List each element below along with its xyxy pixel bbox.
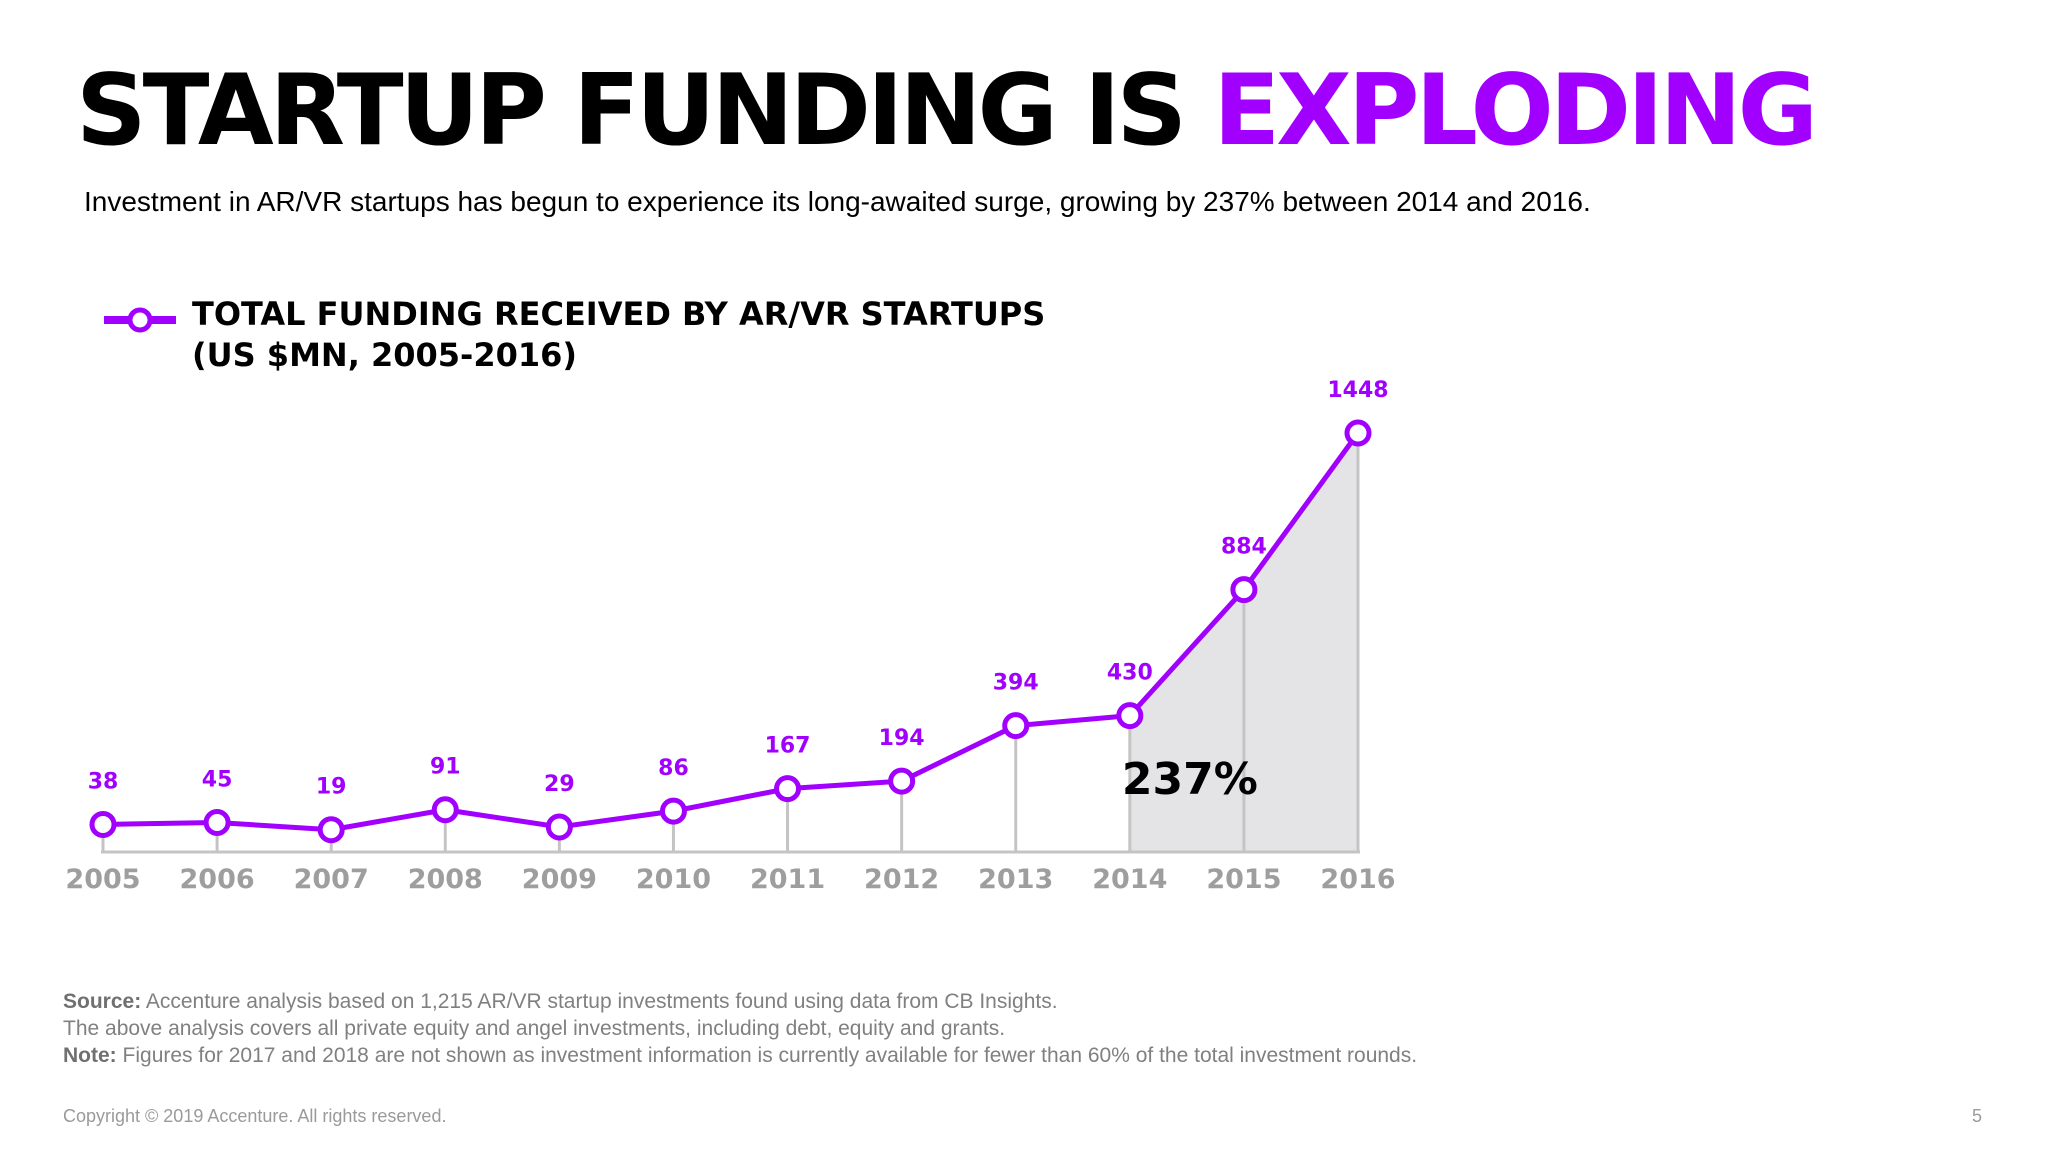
data-label-2015: 884 <box>1221 535 1267 560</box>
data-point-2014 <box>1116 702 1144 730</box>
x-tick-label-2013: 2013 <box>978 864 1053 895</box>
data-point-2012 <box>888 767 916 795</box>
data-point-2015 <box>1230 576 1258 604</box>
analysis-line: The above analysis covers all private eq… <box>63 1017 1006 1040</box>
data-label-2007: 19 <box>316 775 347 800</box>
x-tick-label-2008: 2008 <box>408 864 483 895</box>
data-label-2016: 1448 <box>1327 378 1388 403</box>
x-tick-label-2014: 2014 <box>1092 864 1167 895</box>
title-main: STARTUP FUNDING IS <box>76 54 1187 168</box>
page-number: 5 <box>1971 1106 1982 1126</box>
x-tick-label-2006: 2006 <box>180 864 255 895</box>
slide-title: STARTUP FUNDING IS EXPLODING <box>76 62 1818 160</box>
title-accent: EXPLODING <box>1213 54 1818 168</box>
data-point-2007 <box>317 816 345 844</box>
data-label-2013: 394 <box>993 671 1039 696</box>
data-label-2005: 38 <box>88 769 119 794</box>
data-point-2010 <box>659 797 687 825</box>
x-tick-label-2005: 2005 <box>65 864 140 895</box>
data-label-2014: 430 <box>1107 661 1153 686</box>
legend-title-line1: TOTAL FUNDING RECEIVED BY AR/VR STARTUPS <box>192 295 1046 333</box>
data-point-2011 <box>774 775 802 803</box>
x-tick-label-2012: 2012 <box>864 864 939 895</box>
x-tick-label-2015: 2015 <box>1206 864 1281 895</box>
note-line: Note: Figures for 2017 and 2018 are not … <box>63 1042 1417 1069</box>
x-tick-label-2009: 2009 <box>522 864 597 895</box>
data-point-2005 <box>89 810 117 838</box>
data-point-2006 <box>203 809 231 837</box>
copyright: Copyright © 2019 Accenture. All rights r… <box>63 1106 447 1126</box>
data-point-2009 <box>545 813 573 841</box>
data-point-2008 <box>431 796 459 824</box>
x-tick-label-2011: 2011 <box>750 864 825 895</box>
data-label-2011: 167 <box>765 734 811 759</box>
data-label-2010: 86 <box>658 756 689 781</box>
funding-line-chart: 38 2005 45 2006 19 2007 91 2008 29 2009 86 2010 167 2… <box>65 378 1395 895</box>
data-label-2009: 29 <box>544 772 575 797</box>
footnotes: Source: Accenture analysis based on 1,21… <box>63 988 1417 1069</box>
chart-legend-title: TOTAL FUNDING RECEIVED BY AR/VR STARTUPS… <box>192 294 1045 376</box>
funding-series-line <box>102 431 1361 833</box>
source-line: Source: Accenture analysis based on 1,21… <box>63 988 1417 1015</box>
note-text: Figures for 2017 and 2018 are not shown … <box>122 1044 1418 1067</box>
x-tick-label-2016: 2016 <box>1320 864 1395 895</box>
data-label-2012: 194 <box>879 726 925 751</box>
legend-title-line2: (US $MN, 2005-2016) <box>192 336 578 374</box>
data-label-2006: 45 <box>202 768 233 793</box>
source-text: Accenture analysis based on 1,215 AR/VR … <box>145 990 1058 1013</box>
source-label: Source: <box>63 990 142 1013</box>
data-point-2016 <box>1344 419 1372 447</box>
subtitle: Investment in AR/VR startups has begun t… <box>84 186 1591 217</box>
note-label: Note: <box>63 1044 117 1067</box>
x-tick-label-2010: 2010 <box>636 864 711 895</box>
x-tick-label-2007: 2007 <box>294 864 369 895</box>
data-label-2008: 91 <box>430 755 461 780</box>
legend-line-marker-icon <box>104 307 176 333</box>
data-point-2013 <box>1002 712 1030 740</box>
growth-annotation: 237% <box>1122 754 1258 805</box>
